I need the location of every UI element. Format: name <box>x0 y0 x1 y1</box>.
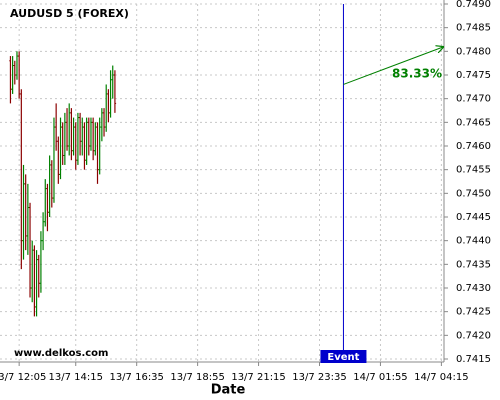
x-tick-label: 13/7 23:35 <box>292 372 346 383</box>
y-tick-label: 0.7430 <box>456 283 491 294</box>
y-tick-label: 0.7415 <box>456 354 491 365</box>
y-tick-label: 0.7450 <box>456 188 491 199</box>
y-tick-label: 0.7460 <box>456 141 491 152</box>
x-tick-label: 14/7 01:55 <box>353 372 407 383</box>
y-tick-label: 0.7465 <box>456 117 491 128</box>
annotation-arrow <box>343 47 444 85</box>
x-tick-label: 13/7 14:15 <box>49 372 103 383</box>
x-tick-label: 13/7 16:35 <box>109 372 163 383</box>
x-tick-label: 13/7 21:15 <box>231 372 285 383</box>
y-tick-label: 0.7445 <box>456 212 491 223</box>
y-tick-label: 0.7485 <box>456 23 491 34</box>
x-tick-label: 13/7 18:55 <box>170 372 224 383</box>
y-tick-label: 0.7425 <box>456 307 491 318</box>
y-tick-label: 0.7435 <box>456 259 491 270</box>
y-tick-label: 0.7455 <box>456 165 491 176</box>
watermark: www.delkos.com <box>14 348 108 359</box>
y-tick-label: 0.7440 <box>456 236 491 247</box>
y-tick-label: 0.7470 <box>456 94 491 105</box>
event-label: Event <box>327 352 359 363</box>
chart-title: AUDUSD 5 (FOREX) <box>10 7 129 20</box>
y-tick-label: 0.7420 <box>456 330 491 341</box>
x-tick-label: 14/7 04:15 <box>414 372 468 383</box>
y-tick-label: 0.7490 <box>456 0 491 10</box>
event-box <box>320 350 367 363</box>
x-tick-label: 13/7 12:05 <box>0 372 46 383</box>
y-tick-label: 0.7475 <box>456 70 491 81</box>
y-tick-label: 0.7480 <box>456 46 491 57</box>
x-axis-label: Date <box>211 383 246 398</box>
annotation-label: 83.33% <box>392 67 442 81</box>
